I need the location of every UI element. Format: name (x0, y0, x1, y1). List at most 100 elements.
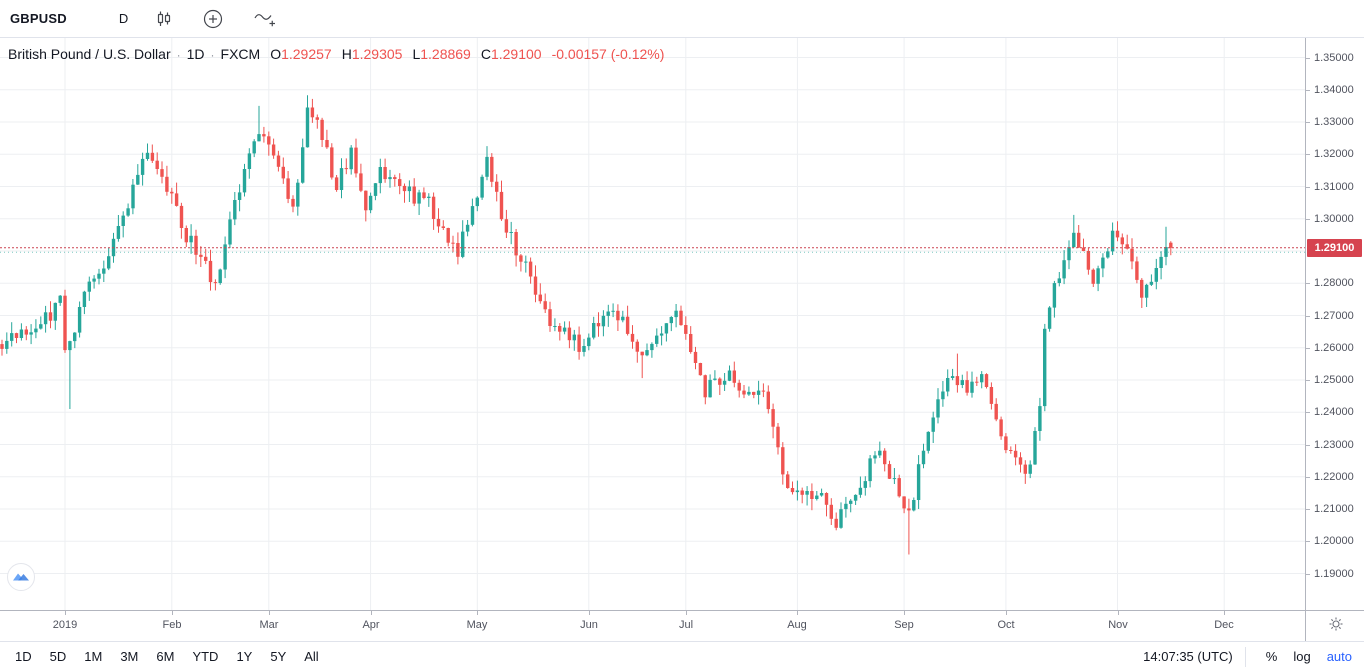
price-axis[interactable]: 1.29100 1.35000 1.34000 1.33000 1.32000 1.31… (1305, 38, 1364, 610)
candle-body (257, 134, 261, 142)
candle-body (727, 370, 732, 381)
price-tick-mark (1305, 509, 1310, 510)
chart-style-candles-button[interactable] (152, 7, 176, 31)
candle-body (126, 208, 130, 216)
auto-scale-button[interactable]: auto (1326, 649, 1352, 664)
candle-body (121, 215, 125, 226)
candle-body (805, 491, 809, 495)
candle-body (39, 324, 43, 329)
data-provider-logo-button[interactable] (7, 563, 35, 591)
price-tick-mark (1305, 219, 1310, 220)
candle-body (528, 261, 533, 277)
candle-body (582, 346, 586, 352)
candle-body (417, 192, 421, 204)
candle-body (999, 419, 1003, 437)
interval-selector[interactable]: D (118, 11, 129, 26)
range-button-all[interactable]: All (304, 649, 319, 664)
candle-body (1140, 279, 1144, 298)
candle-body (373, 183, 378, 196)
candle-body (567, 327, 572, 341)
candle-body (844, 503, 848, 510)
chart-area[interactable]: British Pound / U.S. Dollar · 1D · FXCM … (0, 38, 1364, 641)
range-button-1y[interactable]: 1Y (236, 649, 253, 664)
chart-settings-button[interactable] (1305, 610, 1364, 641)
clock[interactable]: 14:07:35 (UTC) (1143, 649, 1233, 664)
candle-body (247, 153, 252, 169)
candle-body (742, 390, 746, 395)
candle-body (393, 177, 397, 179)
last-price-label: 1.29100 (1307, 239, 1362, 257)
candle-body (519, 255, 523, 262)
candle-body (19, 329, 24, 338)
candle-body (325, 140, 329, 148)
candle-body (771, 409, 775, 427)
candle-body (1072, 232, 1076, 248)
candle-body (92, 278, 96, 282)
candle-body (713, 378, 717, 380)
candle-body (965, 380, 969, 393)
time-tick-mark (1224, 611, 1225, 615)
range-button-1m[interactable]: 1M (84, 649, 103, 664)
time-axis[interactable]: 2019 Feb Mar Apr May Jun Jul Aug Sep Oct Nov Dec (0, 610, 1305, 641)
price-tick-label: 1.28000 (1305, 277, 1354, 289)
toolbar-divider (1244, 646, 1246, 667)
legend-separator: · (176, 48, 181, 62)
candle-body (165, 176, 169, 192)
range-button-3m[interactable]: 3M (120, 649, 139, 664)
candle-body (625, 316, 630, 334)
candle-body (228, 219, 232, 245)
candle-body (1004, 436, 1008, 451)
candle-body (679, 310, 683, 326)
price-tick-label: 1.34000 (1305, 84, 1354, 96)
candle-body (883, 450, 887, 465)
candle-body (538, 294, 542, 302)
range-button-5y[interactable]: 5Y (270, 649, 287, 664)
candle-body (1125, 244, 1129, 249)
bottom-toolbar-right: 14:07:35 (UTC) % log auto (1143, 646, 1354, 667)
candle-body (10, 333, 14, 341)
time-tick-label: Dec (1214, 619, 1234, 631)
indicators-button[interactable] (250, 6, 278, 32)
candle-body (267, 136, 271, 145)
range-button-6m[interactable]: 6M (156, 649, 175, 664)
candle-body (849, 500, 853, 504)
candle-body (339, 168, 344, 190)
range-button-1d[interactable]: 1D (15, 649, 32, 664)
price-tick-label: 1.32000 (1305, 148, 1354, 160)
range-button-5d[interactable]: 5D (49, 649, 67, 664)
candle-body (630, 333, 635, 342)
price-tick-mark (1305, 90, 1310, 91)
candle-body (892, 478, 897, 480)
candle-body (344, 168, 348, 170)
candle-body (490, 156, 494, 182)
candle-body (504, 219, 509, 233)
bottom-toolbar: 1D 5D 1M 3M 6M YTD 1Y 5Y All 14:07:35 (UTC) % lo… (0, 641, 1364, 670)
range-button-ytd[interactable]: YTD (192, 649, 219, 664)
price-tick-mark (1305, 541, 1310, 542)
time-tick-mark (65, 611, 66, 615)
symbol-name[interactable]: GBPUSD (10, 11, 67, 26)
time-tick-mark (172, 611, 173, 615)
percent-scale-button[interactable]: % (1265, 649, 1278, 664)
candle-body (601, 315, 606, 327)
candle-body (863, 481, 867, 488)
candle-body (975, 381, 979, 383)
candle-body (693, 351, 698, 363)
candlestick-chart[interactable] (0, 38, 1305, 610)
candle-body (194, 235, 198, 255)
candle-body (786, 474, 790, 488)
candle-body (708, 379, 712, 398)
candle-body (834, 518, 838, 528)
legend-title[interactable]: British Pound / U.S. Dollar (8, 46, 171, 62)
candle-body (761, 390, 766, 392)
candle-body (237, 192, 242, 200)
candle-body (29, 332, 33, 335)
candle-body (878, 450, 882, 456)
log-scale-button[interactable]: log (1293, 649, 1311, 664)
compare-add-symbol-button[interactable] (200, 6, 226, 32)
candle-body (621, 316, 625, 321)
price-tick-mark (1305, 477, 1310, 478)
candle-body (829, 504, 833, 519)
legend-exchange: FXCM (220, 46, 261, 62)
